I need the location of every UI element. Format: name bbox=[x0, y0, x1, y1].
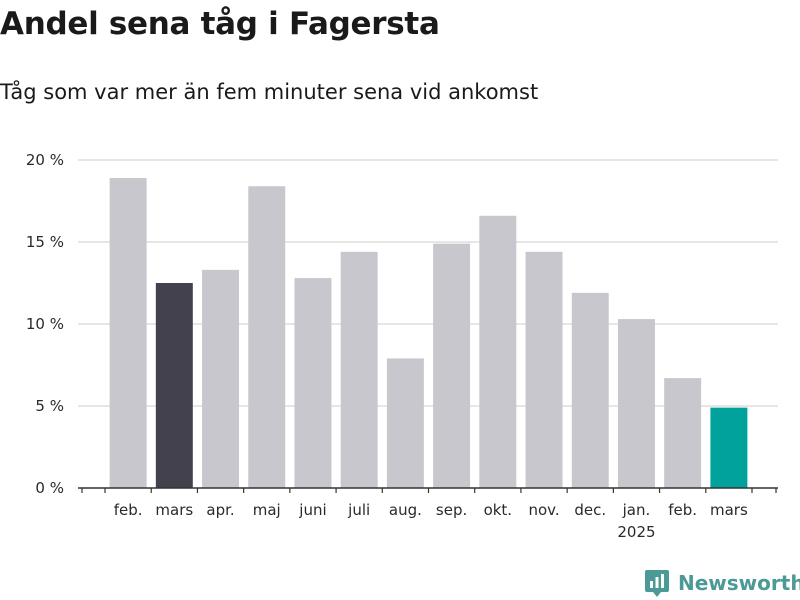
bar bbox=[479, 215, 517, 488]
newsworthy-logo-text: Newsworthy bbox=[678, 571, 800, 595]
y-axis-labels: 0 % 5 % 10 % 15 % 20 % bbox=[26, 151, 64, 497]
newsworthy-logo-icon bbox=[645, 570, 669, 597]
x-year-label: 2025 bbox=[617, 523, 655, 541]
bar bbox=[294, 278, 332, 488]
x-tick-label: aug. bbox=[389, 501, 422, 519]
bar bbox=[525, 251, 563, 488]
chart-title: Andel sena tåg i Fagersta bbox=[0, 6, 440, 42]
bar bbox=[571, 292, 609, 488]
bar bbox=[155, 283, 193, 488]
x-tick-label: mars bbox=[710, 501, 748, 519]
bars bbox=[109, 178, 748, 489]
newsworthy-logo: Newsworthy bbox=[644, 568, 800, 598]
x-tick-label: juli bbox=[347, 501, 370, 519]
bar bbox=[109, 178, 147, 489]
x-tick-label: nov. bbox=[528, 501, 559, 519]
bar bbox=[433, 243, 471, 488]
x-axis bbox=[78, 487, 778, 493]
x-tick-label: jan. bbox=[622, 501, 651, 519]
x-tick-label: juni bbox=[298, 501, 326, 519]
y-tick-label: 20 % bbox=[26, 151, 64, 169]
y-tick-label: 15 % bbox=[26, 233, 64, 251]
x-tick-label: apr. bbox=[206, 501, 234, 519]
y-tick-label: 10 % bbox=[26, 315, 64, 333]
bar bbox=[248, 186, 286, 489]
x-axis-labels: feb. mars apr. maj juni juli aug. sep. okt. nov. d… bbox=[114, 501, 748, 541]
bar bbox=[340, 251, 378, 488]
x-tick-label: okt. bbox=[484, 501, 513, 519]
bar bbox=[664, 378, 702, 488]
bar bbox=[617, 319, 655, 488]
bar bbox=[386, 358, 424, 488]
gridlines bbox=[78, 159, 778, 407]
x-tick-label: feb. bbox=[668, 501, 697, 519]
y-tick-label: 0 % bbox=[35, 479, 64, 497]
x-tick-label: feb. bbox=[114, 501, 143, 519]
y-tick-label: 5 % bbox=[35, 397, 64, 415]
bar bbox=[202, 269, 240, 488]
x-tick-label: dec. bbox=[574, 501, 606, 519]
x-tick-label: mars bbox=[155, 501, 193, 519]
x-tick-label: sep. bbox=[436, 501, 467, 519]
bar bbox=[710, 407, 748, 488]
chart-subtitle: Tåg som var mer än fem minuter sena vid … bbox=[0, 80, 539, 104]
x-tick-label: maj bbox=[253, 501, 281, 519]
